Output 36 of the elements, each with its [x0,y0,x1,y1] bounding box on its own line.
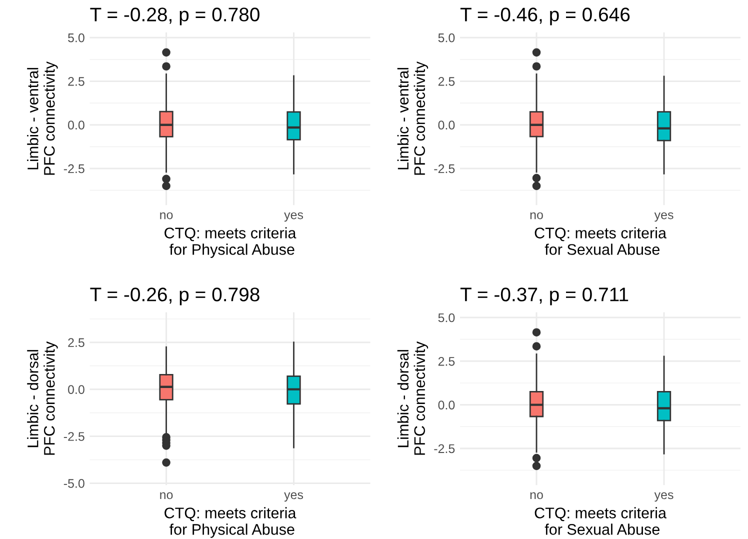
y-tick-label: 0.0 [438,120,455,130]
chart-title: T = -0.28, p = 0.780 [90,8,260,26]
y-axis-title: Limbic - ventral PFC connectivity [27,61,58,175]
y-tick-label: -2.5 [434,164,455,174]
x-tick-label: yes [284,212,304,222]
y-tick-label: -2.5 [64,432,84,441]
x-tick-label: no [160,492,173,500]
y-tick-label: 0.0 [68,385,84,394]
y-tick-label: -5.0 [64,479,84,488]
x-tick-label: yes [654,492,674,502]
y-tick-label: 5.0 [68,33,84,42]
x-tick-label: yes [654,212,674,222]
x-axis-title: CTQ: meets criteria for Physical Abuse [164,507,296,538]
y-tick-label: 0.0 [438,400,455,410]
y-tick-label: -2.5 [64,164,84,174]
y-tick-label: 2.5 [68,77,84,86]
x-tick-label: no [530,492,543,500]
y-axis-title: Limbic - dorsal PFC connectivity [27,341,58,455]
y-tick-label: 2.5 [68,338,84,347]
y-tick-label: -2.5 [434,444,455,454]
x-tick-label: no [160,212,173,220]
y-axis-title: Limbic - dorsal PFC connectivity [397,341,428,455]
x-axis-title: CTQ: meets criteria for Sexual Abuse [534,227,666,255]
chart-title: T = -0.37, p = 0.711 [460,288,628,306]
y-tick-label: 2.5 [438,356,455,366]
chart-title: T = -0.26, p = 0.798 [90,288,260,306]
y-tick-label: 2.5 [438,77,455,86]
x-tick-label: yes [284,492,304,502]
y-tick-label: 5.0 [438,313,455,322]
chart-title: T = -0.46, p = 0.646 [460,8,630,26]
y-tick-label: 5.0 [438,33,455,42]
x-tick-label: no [530,212,543,220]
x-axis-title: CTQ: meets criteria for Physical Abuse [164,227,296,258]
y-tick-label: 0.0 [68,120,84,130]
x-axis-title: CTQ: meets criteria for Sexual Abuse [534,507,666,535]
y-axis-title: Limbic - ventral PFC connectivity [397,61,428,175]
